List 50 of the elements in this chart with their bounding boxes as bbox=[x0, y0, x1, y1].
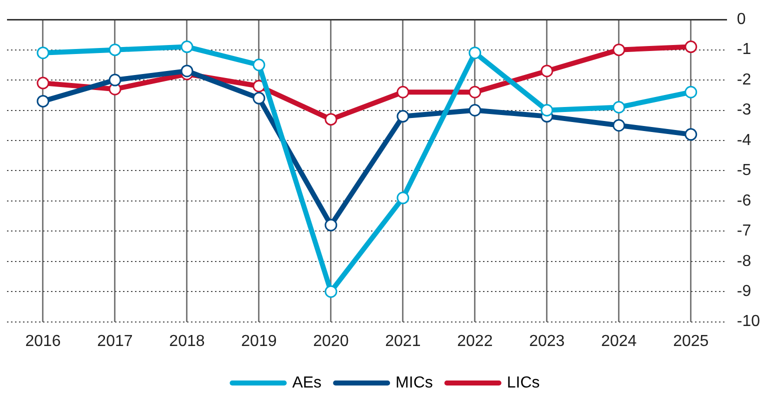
point bbox=[252, 58, 266, 72]
y-tick-label: -9 bbox=[736, 282, 752, 300]
point bbox=[468, 86, 482, 98]
point bbox=[324, 285, 338, 298]
y-tick-label: -6 bbox=[736, 192, 752, 210]
x-tick-label: 2017 bbox=[97, 332, 133, 350]
x-tick-label: 2025 bbox=[673, 332, 709, 350]
point bbox=[684, 40, 698, 54]
point bbox=[468, 46, 482, 60]
y-tick-label: -10 bbox=[736, 313, 760, 330]
point bbox=[612, 44, 626, 56]
y-tick-label: -4 bbox=[736, 132, 752, 149]
point bbox=[180, 40, 194, 54]
y-tick-label: 0 bbox=[736, 11, 746, 28]
y-tick-label: -3 bbox=[736, 102, 752, 119]
x-tick-label: 2019 bbox=[241, 332, 277, 350]
point bbox=[612, 100, 626, 114]
x-tick-label: 2024 bbox=[601, 332, 637, 350]
point bbox=[252, 92, 266, 104]
point bbox=[612, 119, 626, 132]
point bbox=[684, 86, 698, 98]
point bbox=[468, 104, 482, 117]
y-tick-label: -5 bbox=[736, 162, 752, 180]
point bbox=[36, 46, 50, 60]
x-tick-label: 2023 bbox=[529, 332, 565, 350]
x-tick-label: 2018 bbox=[169, 332, 205, 350]
x-tick-label: 2016 bbox=[25, 332, 61, 350]
point bbox=[540, 104, 554, 117]
point bbox=[108, 74, 122, 86]
legend-label: LICs bbox=[506, 374, 540, 392]
point bbox=[108, 44, 122, 56]
legend-label: MICs bbox=[396, 374, 433, 392]
point bbox=[324, 113, 338, 126]
point bbox=[396, 86, 410, 98]
point bbox=[324, 218, 338, 232]
x-tick-label: 2020 bbox=[313, 332, 349, 350]
x-tick-label: 2022 bbox=[457, 332, 493, 350]
point bbox=[36, 94, 50, 108]
y-tick-label: -8 bbox=[736, 252, 752, 270]
x-tick-label: 2021 bbox=[385, 332, 421, 350]
legend-label: AEs bbox=[292, 374, 322, 392]
point bbox=[180, 64, 194, 78]
y-tick-label: -2 bbox=[736, 71, 752, 88]
point bbox=[396, 192, 410, 204]
y-tick-label: -1 bbox=[736, 41, 752, 58]
point bbox=[540, 64, 554, 78]
point bbox=[36, 76, 50, 90]
point bbox=[684, 128, 698, 141]
point bbox=[396, 110, 410, 123]
y-tick-label: -7 bbox=[736, 222, 752, 240]
